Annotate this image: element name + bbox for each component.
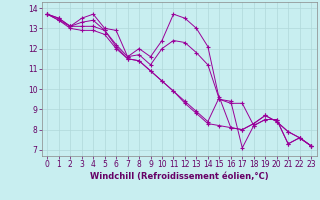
X-axis label: Windchill (Refroidissement éolien,°C): Windchill (Refroidissement éolien,°C) [90,172,268,181]
